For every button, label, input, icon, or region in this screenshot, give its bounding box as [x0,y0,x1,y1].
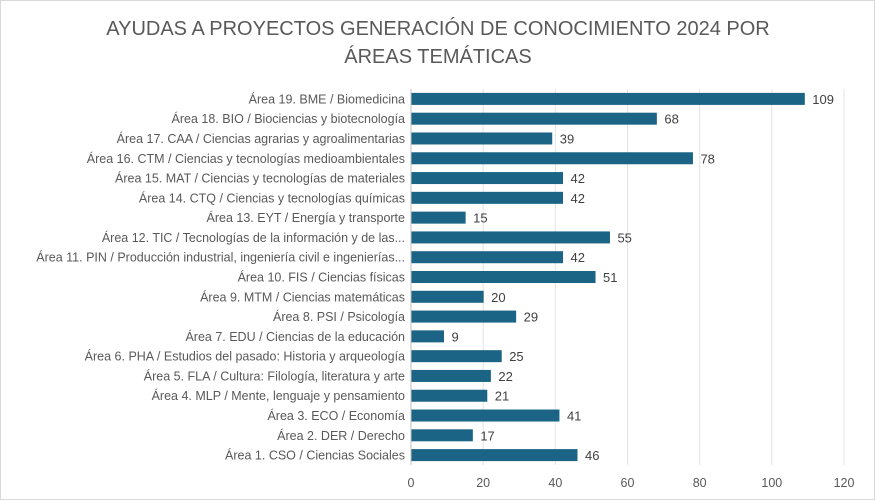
data-label: 21 [495,389,509,404]
category-label: Área 10. FIS / Ciencias físicas [238,270,405,285]
bar [411,271,596,283]
data-label: 42 [571,171,585,186]
bar [411,251,564,264]
data-label: 20 [491,290,505,305]
bar [411,132,553,145]
category-label: Área 1. CSO / Ciencias Sociales [225,448,405,463]
category-label: Área 14. CTQ / Ciencias y tecnologías qu… [139,190,405,205]
x-tick-label: 100 [761,476,782,490]
category-label: Área 6. PHA / Estudios del pasado: Histo… [85,349,405,364]
data-label: 51 [603,270,617,285]
data-label: 25 [509,349,523,364]
chart-title-line-1: AYUDAS A PROYECTOS GENERACIÓN DE CONOCIM… [106,17,770,40]
category-label: Área 16. CTM / Ciencias y tecnologías me… [87,151,405,166]
category-label: Área 12. TIC / Tecnologías de la informa… [102,230,405,245]
category-label: Área 9. MTM / Ciencias matemáticas [200,289,405,304]
category-label: Área 7. EDU / Ciencias de la educación [185,329,405,344]
bar [411,92,805,105]
chart-title-line-2: ÁREAS TEMÁTICAS [344,45,531,68]
category-label: Área 4. MLP / Mente, lenguaje y pensamie… [152,388,405,403]
data-label: 41 [567,409,581,424]
data-label: 29 [524,310,538,325]
x-tick-label: 40 [548,476,562,490]
bar [411,330,444,343]
category-label: Área 11. PIN / Producción industrial, in… [36,250,405,265]
bar [411,191,564,204]
bar [411,290,484,303]
x-tick-label: 20 [476,476,490,490]
data-label: 68 [664,112,678,127]
x-tick-label: 60 [621,476,635,490]
data-label: 42 [571,250,585,265]
data-label: 55 [617,230,631,245]
data-label: 109 [812,92,834,107]
bar [411,112,657,125]
x-tick-label: 120 [834,476,855,490]
x-tick-label: 80 [693,476,707,490]
category-label: Área 3. ECO / Economía [267,408,405,423]
bar [411,389,488,402]
category-label: Área 5. FLA / Cultura: Filología, litera… [144,368,405,383]
data-label: 9 [451,329,458,344]
category-label: Área 8. PSI / Psicología [273,309,405,324]
category-label: Área 17. CAA / Ciencias agrarias y agroa… [117,131,405,146]
x-tick-label: 0 [408,476,415,490]
data-label: 78 [700,151,714,166]
bar [411,172,564,185]
bar [411,449,578,462]
bar [411,152,693,165]
bar [411,310,517,323]
bar [411,211,466,224]
category-label: Área 19. BME / Biomedicina [249,91,405,106]
data-label: 39 [560,131,574,146]
data-label: 17 [480,428,494,443]
data-label: 46 [585,448,599,463]
bar [411,350,502,363]
bar [411,231,610,244]
data-label: 22 [498,369,512,384]
bar [411,369,491,382]
bar [411,409,560,422]
category-label: Área 13. EYT / Energía y transporte [207,210,406,225]
category-label: Área 2. DER / Derecho [277,428,405,443]
category-label: Área 18. BIO / Biociencias y biotecnolog… [172,111,406,126]
category-label: Área 15. MAT / Ciencias y tecnologías de… [115,171,405,186]
data-label: 42 [571,191,585,206]
data-label: 15 [473,211,487,226]
bar [411,429,473,442]
